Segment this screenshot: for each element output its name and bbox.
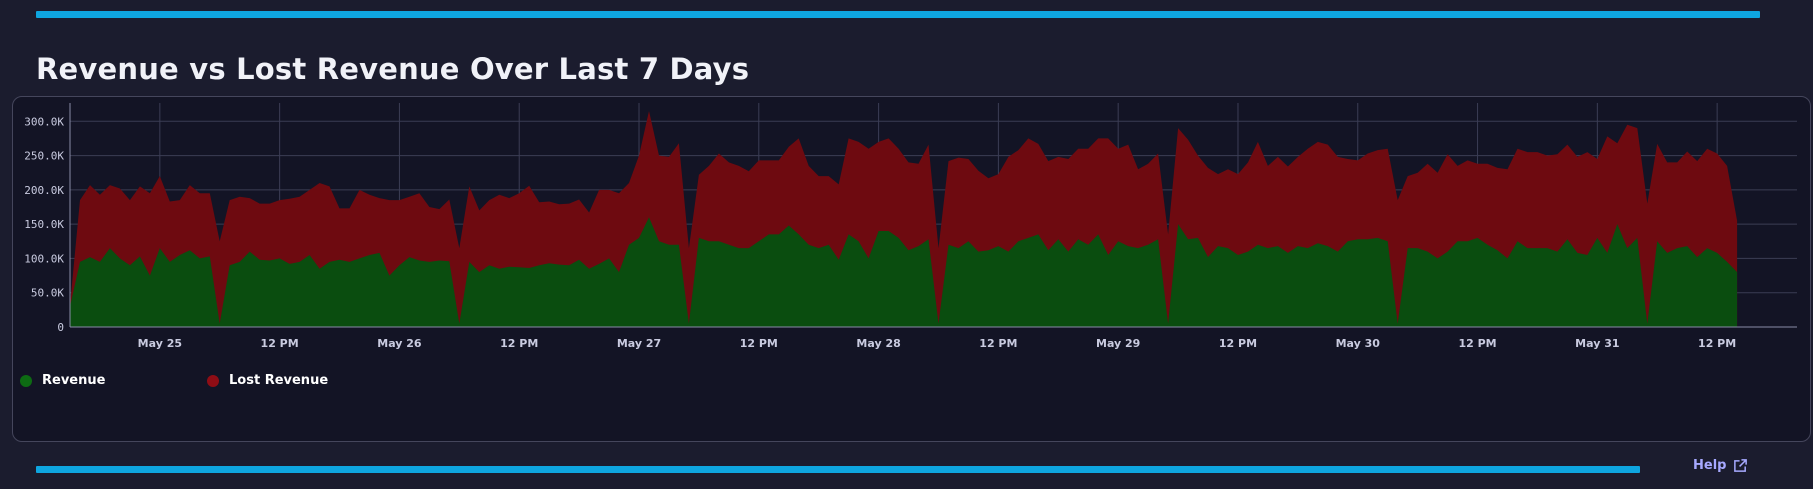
x-tick-label: 12 PM xyxy=(1219,337,1257,350)
legend-label-revenue: Revenue xyxy=(42,373,106,388)
x-tick-label: May 25 xyxy=(138,337,182,350)
external-link-icon xyxy=(1734,459,1748,472)
x-tick-label: 12 PM xyxy=(500,337,538,350)
y-tick-label: 200.0K xyxy=(24,184,64,197)
top-accent-bar xyxy=(36,11,1760,18)
y-tick-label: 100.0K xyxy=(24,252,64,265)
y-tick-label: 250.0K xyxy=(24,150,64,163)
y-tick-label: 300.0K xyxy=(24,115,64,128)
page-title: Revenue vs Lost Revenue Over Last 7 Days xyxy=(36,52,750,86)
series-area-revenue xyxy=(70,217,1738,327)
x-tick-label: May 27 xyxy=(617,337,661,350)
x-tick-label: 12 PM xyxy=(261,337,299,350)
lost-revenue-dot-icon xyxy=(207,374,219,387)
x-tick-label: May 31 xyxy=(1575,337,1619,350)
x-tick-label: May 30 xyxy=(1336,337,1381,350)
legend-item-revenue[interactable]: Revenue xyxy=(20,373,105,388)
y-tick-label: 0 xyxy=(57,321,64,334)
x-tick-label: 12 PM xyxy=(979,337,1017,350)
legend-label-lost-revenue: Lost Revenue xyxy=(229,373,329,388)
chart-areas xyxy=(70,111,1738,327)
x-tick-label: 12 PM xyxy=(1698,337,1736,350)
help-link[interactable]: Help xyxy=(1693,458,1748,473)
x-tick-label: May 29 xyxy=(1096,337,1140,350)
y-tick-label: 150.0K xyxy=(24,218,64,231)
chart-axes xyxy=(69,103,1797,328)
bottom-accent-bar xyxy=(36,466,1640,473)
x-tick-label: May 26 xyxy=(377,337,422,350)
help-label: Help xyxy=(1693,458,1727,473)
x-tick-label: 12 PM xyxy=(740,337,778,350)
chart-panel: 0 50.0K 100.0K 150.0K 200.0K 250.0K 300.0K May… xyxy=(12,96,1811,442)
revenue-dot-icon xyxy=(20,374,32,387)
area-chart[interactable]: 0 50.0K 100.0K 150.0K 200.0K 250.0K 300.0K May… xyxy=(13,97,1810,441)
legend-item-lost-revenue[interactable]: Lost Revenue xyxy=(207,373,328,388)
x-axis-ticks: May 25 12 PM May 26 12 PM May 27 12 PM May 28 1… xyxy=(138,337,1737,350)
y-axis-ticks: 0 50.0K 100.0K 150.0K 200.0K 250.0K 300.0K xyxy=(24,115,64,334)
y-tick-label: 50.0K xyxy=(31,287,64,300)
x-tick-label: May 28 xyxy=(856,337,900,350)
x-tick-label: 12 PM xyxy=(1458,337,1496,350)
